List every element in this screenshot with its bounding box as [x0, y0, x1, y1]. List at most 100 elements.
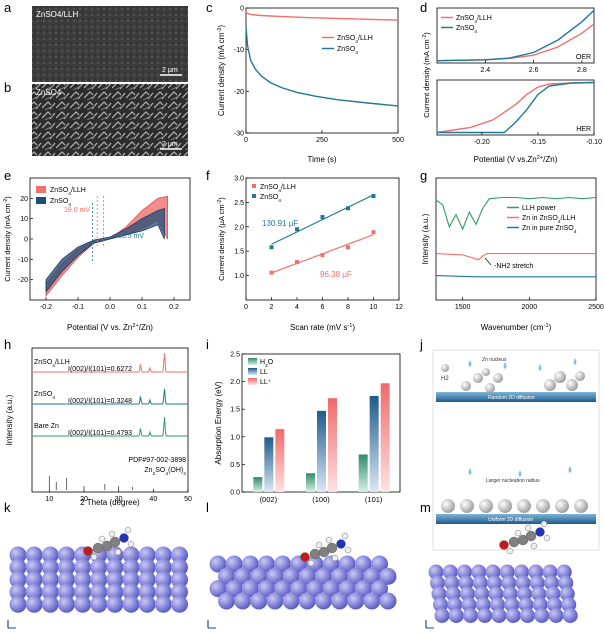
zn-atom — [290, 580, 308, 598]
zn-atom — [74, 583, 92, 601]
zn-atom — [218, 567, 235, 585]
zn-atom — [154, 595, 172, 613]
molecule-atom — [92, 542, 104, 554]
f-x-tick-label: 4 — [295, 304, 299, 311]
model-m — [425, 520, 578, 629]
zn-atom — [9, 595, 27, 613]
d-top-tick-label: 2.4 — [480, 67, 490, 74]
f-y-tick-label: 1.0 — [234, 273, 244, 280]
f-x-tick-label: 6 — [321, 304, 325, 311]
zn-atom — [154, 546, 172, 564]
zn-atom — [225, 580, 243, 598]
d-top-tick-label: 2.6 — [529, 67, 539, 74]
model-l — [207, 532, 397, 629]
sem-a-label: ZnSO4/LLH — [36, 10, 78, 19]
i-bar — [317, 410, 326, 492]
zn-atom — [234, 592, 252, 610]
schematic-j: Zn nucleus H2 Random 2D diffusion Larger… — [432, 349, 600, 551]
g-series-2 — [435, 275, 596, 278]
e-area-1 — [45, 207, 165, 294]
j-droplet — [468, 468, 472, 475]
f-x-tick-label: 8 — [346, 304, 350, 311]
j-droplet — [503, 362, 507, 369]
plot-frame — [31, 347, 189, 493]
h-label-2: Bare Zn — [34, 423, 59, 430]
molecule-atom — [514, 529, 522, 537]
zn-atom — [154, 571, 172, 589]
d-bottom-series-0 — [436, 81, 595, 134]
f-fit-label-1: 130.91 μF — [262, 219, 298, 228]
molecule-atom — [300, 552, 310, 562]
f-x-tick-label: 0 — [244, 304, 248, 311]
zn-atom — [250, 567, 268, 585]
i-legend-0-label: H2O — [260, 359, 274, 369]
e-legend-0-swatch — [36, 186, 46, 193]
molecule-atom — [109, 536, 121, 548]
c-y-tick-label: -30 — [234, 131, 244, 138]
zn-atom — [41, 583, 59, 601]
molecule-atom — [127, 540, 135, 548]
i-y-tick-label: 2.5 — [230, 352, 240, 359]
sem-b-label: ZnSO4 — [36, 88, 62, 97]
zn-atom — [154, 558, 172, 576]
f-point — [295, 259, 299, 264]
f-fit-1 — [271, 194, 374, 245]
e-y-tick-label: -10 — [18, 257, 28, 264]
molecule-atom — [524, 524, 532, 532]
i-legend-2-swatch — [248, 378, 257, 385]
e-y-tick-label: 10 — [20, 216, 28, 223]
zn-atom — [57, 558, 75, 576]
j-zn-ball — [479, 499, 493, 513]
i-category-label: (002) — [260, 495, 278, 504]
j-zn-ball — [441, 364, 449, 372]
zn-atom — [371, 580, 388, 598]
i-bar — [358, 454, 368, 492]
panel-label-b: b — [4, 80, 11, 95]
d-xlabel: Potential (V vs.Zn2+/Zn) — [474, 155, 558, 164]
d-top-annotation: OER — [576, 54, 591, 61]
chart-f: 0 2 4 6 8 10 12 1.0 1.5 2.0 2.5 3.0 96.38 μF 130.91 μ… — [217, 176, 403, 333]
zn-atom — [477, 608, 493, 623]
zn-atom — [225, 555, 243, 573]
f-y-tick-label: 2.5 — [234, 200, 244, 207]
zn-atom — [338, 555, 356, 573]
zn-atom — [90, 558, 108, 576]
sem-b-scalebar: 2 μm — [162, 141, 178, 148]
zn-atom — [282, 592, 300, 610]
g-x-tick-label: 2500 — [588, 304, 604, 311]
zn-atom — [41, 571, 59, 589]
f-fit-label-0: 96.38 μF — [320, 270, 352, 279]
c-xlabel: Time (s) — [307, 155, 336, 164]
zn-atom — [74, 558, 92, 576]
j-zn-ball — [441, 499, 455, 513]
c-y-tick-label: 0 — [240, 6, 244, 13]
zn-atom — [257, 580, 275, 598]
j-zn-ball — [461, 381, 471, 391]
zn-atom — [41, 546, 59, 564]
molecule-atom — [499, 540, 509, 550]
molecule-atom — [124, 526, 132, 534]
panel-label-j: j — [419, 337, 423, 352]
i-bar — [328, 398, 337, 492]
i-bar — [380, 383, 390, 492]
zn-atom — [74, 595, 92, 613]
h-pattern-1 — [32, 388, 188, 405]
zn-atom — [548, 608, 564, 623]
f-point — [269, 245, 274, 250]
zn-atom — [266, 567, 284, 585]
zn-atom — [57, 571, 75, 589]
h-pattern-0 — [32, 352, 188, 373]
c-ylabel: Current density (mA cm-2) — [217, 25, 226, 117]
zn-atom — [90, 595, 108, 613]
c-series-1 — [245, 26, 399, 107]
d-ylabel: Current density (mA cm-2) — [422, 32, 431, 118]
zn-atom — [448, 608, 464, 623]
e-x-tick-label: -0.1 — [72, 304, 84, 311]
zn-atom — [25, 595, 43, 613]
zn-atom — [106, 571, 124, 589]
e-annotation-0: 19.0 mV — [64, 207, 90, 214]
g-xlabel: Wavenumber (cm-1) — [481, 323, 552, 332]
zn-atom — [106, 558, 124, 576]
